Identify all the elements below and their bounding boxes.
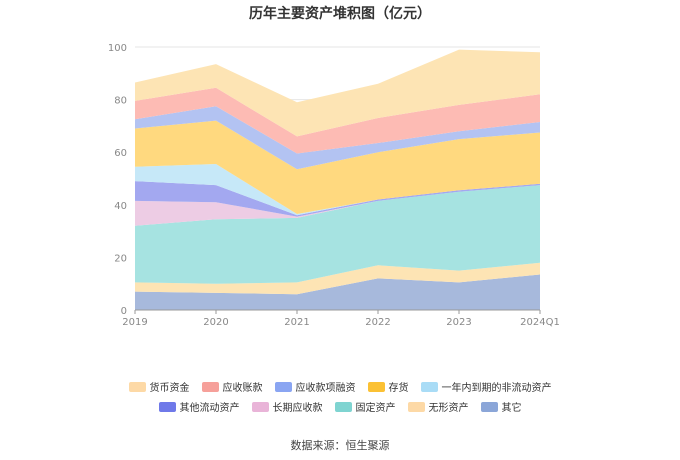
legend-swatch [334, 401, 352, 412]
legend-label: 其它 [501, 403, 522, 414]
x-tick-label: 2021 [284, 317, 309, 328]
legend-label: 其他流动资产 [179, 403, 240, 414]
area-4 [135, 185, 540, 226]
legend-item[interactable]: 一年内到期的非流动资产 [420, 379, 552, 394]
legend-swatch [201, 381, 219, 392]
legend-row-1: 货币资金 应收账款 应收款项融资 存货 一年内到期的非流动资产 [0, 379, 680, 394]
legend-label: 无形资产 [428, 403, 469, 414]
legend-label: 应收款项融资 [295, 383, 356, 394]
x-tick-label: 2024Q1 [520, 317, 560, 328]
legend-item[interactable]: 其他流动资产 [158, 399, 240, 414]
y-tick-label: 100 [108, 43, 127, 54]
x-tick-label: 2020 [203, 317, 228, 328]
legend-item[interactable]: 存货 [367, 379, 409, 394]
legend-item[interactable]: 其它 [480, 399, 522, 414]
area-5 [135, 181, 540, 217]
legend-swatch [480, 401, 498, 412]
legend-item[interactable]: 货币资金 [128, 379, 190, 394]
legend-label: 货币资金 [149, 383, 190, 394]
area-series [135, 49, 540, 310]
legend-label: 存货 [388, 383, 409, 394]
area-6 [135, 164, 540, 216]
y-tick-label: 0 [121, 306, 127, 317]
legend-swatch [158, 401, 176, 412]
legend-item[interactable]: 应收账款 [201, 379, 263, 394]
legend-item[interactable]: 应收款项融资 [274, 379, 356, 394]
y-tick-label: 80 [114, 96, 127, 107]
x-tick-label: 2022 [365, 317, 390, 328]
legend-item[interactable]: 无形资产 [407, 399, 469, 414]
legend-row-2: 其他流动资产 长期应收款 固定资产 无形资产 其它 [0, 399, 680, 414]
legend-label: 固定资产 [355, 403, 396, 414]
area-1 [135, 274, 540, 310]
y-tick-label: 60 [114, 148, 127, 159]
area-9 [135, 87, 540, 154]
legend-label: 应收账款 [222, 383, 263, 394]
legend-item[interactable]: 固定资产 [334, 399, 396, 414]
legend-swatch [274, 381, 292, 392]
legend-swatch [407, 401, 425, 412]
legend-swatch [420, 381, 438, 392]
chart-title: 历年主要资产堆积图（亿元） [249, 6, 431, 22]
legend-swatch [128, 381, 146, 392]
area-2 [135, 262, 540, 295]
y-tick-label: 40 [114, 201, 127, 212]
legend-swatch [367, 381, 385, 392]
area-8 [135, 106, 540, 170]
x-tick-label: 2019 [122, 317, 147, 328]
area-7 [135, 120, 540, 214]
axes: 0 20 40 60 80 100 2019 2020 2021 2022 2023 2024Q1 [108, 43, 560, 328]
legend-label: 一年内到期的非流动资产 [441, 383, 552, 394]
legend-item[interactable]: 长期应收款 [251, 399, 323, 414]
x-tick-label: 2023 [446, 317, 471, 328]
data-source: 数据来源：恒生聚源 [290, 439, 390, 452]
legend-swatch [251, 401, 269, 412]
y-tick-label: 20 [114, 253, 127, 264]
area-3 [135, 185, 540, 284]
legend-label: 长期应收款 [272, 403, 323, 414]
area-10 [135, 49, 540, 137]
